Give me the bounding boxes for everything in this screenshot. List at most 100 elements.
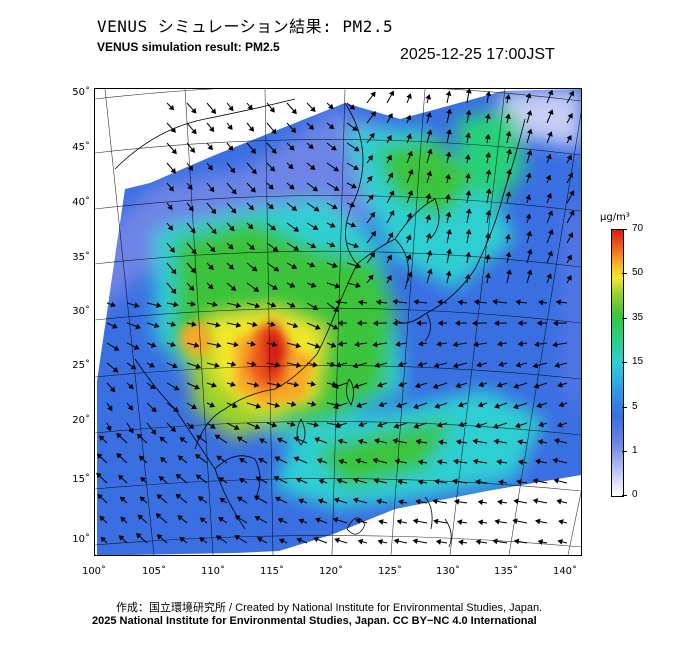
graticule-grid <box>95 89 581 555</box>
wind-arrow-head <box>396 518 402 525</box>
wind-arrow-head <box>130 364 137 370</box>
wind-arrow-head <box>314 437 320 443</box>
wind-arrow-head <box>533 383 540 389</box>
wind-arrow-head <box>434 403 440 409</box>
wind-arrow-head <box>236 436 243 442</box>
wind-arrow-head <box>209 402 216 408</box>
wind-arrow-head <box>566 254 572 261</box>
wind-arrow-head <box>445 173 451 180</box>
lon-label-115: 115˚ <box>259 566 285 577</box>
wind-arrow-head <box>175 493 182 500</box>
wind-arrow-head <box>149 383 156 390</box>
wind-arrow-head <box>170 268 177 275</box>
wind-arrow-head <box>234 535 241 541</box>
wind-arrow-head <box>477 499 484 506</box>
wind-arrow-head <box>270 321 276 327</box>
wind-arrow-head <box>387 172 394 179</box>
wind-arrow-head <box>255 403 262 409</box>
wind-arrow-head <box>534 341 540 348</box>
wind-arrow-head <box>236 496 243 502</box>
wind-arrow-head <box>475 422 481 429</box>
wind-arrow-head <box>215 535 222 541</box>
title-english: VENUS simulation result: PM2.5 <box>97 40 280 54</box>
wind-arrow-head <box>353 383 360 389</box>
wind-arrow-head <box>433 518 439 525</box>
wind-arrow-head <box>413 423 419 429</box>
wind-arrow-head <box>207 283 214 290</box>
wind-arrow-head <box>288 184 295 190</box>
wind-arrow-head <box>465 190 472 196</box>
lat-label-40: 40˚ <box>72 197 90 208</box>
wind-arrow-head <box>492 298 498 305</box>
wind-arrow-head <box>494 403 500 409</box>
wind-arrow-head <box>334 422 341 429</box>
credit-english: 2025 National Institute for Environmenta… <box>92 615 537 627</box>
wind-arrow-head <box>426 268 433 275</box>
wind-arrow-head <box>167 224 174 231</box>
wind-arrow-head <box>413 298 419 305</box>
wind-arrow-head <box>190 227 196 234</box>
wind-arrow-head <box>293 456 300 462</box>
wind-arrow-head <box>374 438 380 444</box>
wind-arrow-head <box>253 495 260 501</box>
wind-arrow-head <box>505 94 511 100</box>
wind-arrow-head <box>351 183 357 189</box>
wind-arrow-head <box>170 127 176 133</box>
wind-arrow-head <box>210 208 217 215</box>
wind-arrow-head <box>357 538 364 545</box>
colorbar-label-35: 35 <box>632 312 644 323</box>
wind-arrow-head <box>393 423 400 429</box>
wind-arrow-head <box>274 402 281 409</box>
wind-arrow-head <box>527 128 533 135</box>
wind-arrow-head <box>426 170 433 177</box>
wind-arrow-head <box>188 205 194 212</box>
lon-label-135: 135˚ <box>493 566 519 577</box>
wind-arrow-head <box>494 320 500 327</box>
wind-arrow-head <box>475 539 481 545</box>
wind-arrow-head <box>473 299 480 305</box>
wind-arrow-head <box>546 192 552 199</box>
wind-arrow-head <box>273 475 280 482</box>
wind-arrow-head <box>296 537 303 544</box>
wind-arrow-head <box>517 340 524 347</box>
wind-arrow-head <box>556 498 562 505</box>
wind-arrow-head <box>269 106 275 113</box>
wind-arrow-head <box>230 207 237 214</box>
wind-arrow-head <box>295 342 302 349</box>
wind-arrow-head <box>317 498 324 504</box>
wind-arrow-head <box>484 113 491 119</box>
wind-arrow-head <box>513 383 519 389</box>
colorbar-label-50: 50 <box>632 267 644 278</box>
wind-arrow-head <box>452 341 458 348</box>
wind-arrow-head <box>412 518 419 525</box>
wind-arrow-head <box>416 320 422 327</box>
wind-arrow-head <box>455 439 462 445</box>
colorbar-unit: μg/m³ <box>600 212 630 223</box>
wind-arrow-head <box>446 108 452 114</box>
wind-arrow-head <box>190 267 196 274</box>
wind-arrow-head <box>173 301 179 308</box>
wind-arrow-head <box>235 322 242 328</box>
wind-arrow-head <box>212 301 218 308</box>
wind-arrow-head <box>214 434 221 440</box>
wind-arrow-head <box>415 438 421 445</box>
wind-arrow-head <box>376 498 382 505</box>
wind-arrow-head <box>552 457 558 464</box>
wind-arrow-head <box>215 321 221 328</box>
wind-arrow-head <box>377 538 383 545</box>
wind-arrow-head <box>350 222 357 228</box>
wind-arrow-head <box>270 301 277 308</box>
wind-arrow-head <box>475 478 481 485</box>
wind-arrow-head <box>557 421 563 428</box>
wind-arrow-head <box>412 538 418 545</box>
wind-arrow-head <box>96 472 102 479</box>
wind-arrow-head <box>485 90 492 97</box>
wind-arrow-head <box>552 341 558 348</box>
wind-arrow-head <box>498 361 504 367</box>
wind-arrow-head <box>415 498 421 505</box>
wind-arrow-head <box>374 362 380 368</box>
wind-arrow-head <box>398 499 404 506</box>
colorbar-tick <box>622 451 627 452</box>
wind-arrow-head <box>332 262 338 269</box>
wind-arrow-head <box>291 401 297 407</box>
